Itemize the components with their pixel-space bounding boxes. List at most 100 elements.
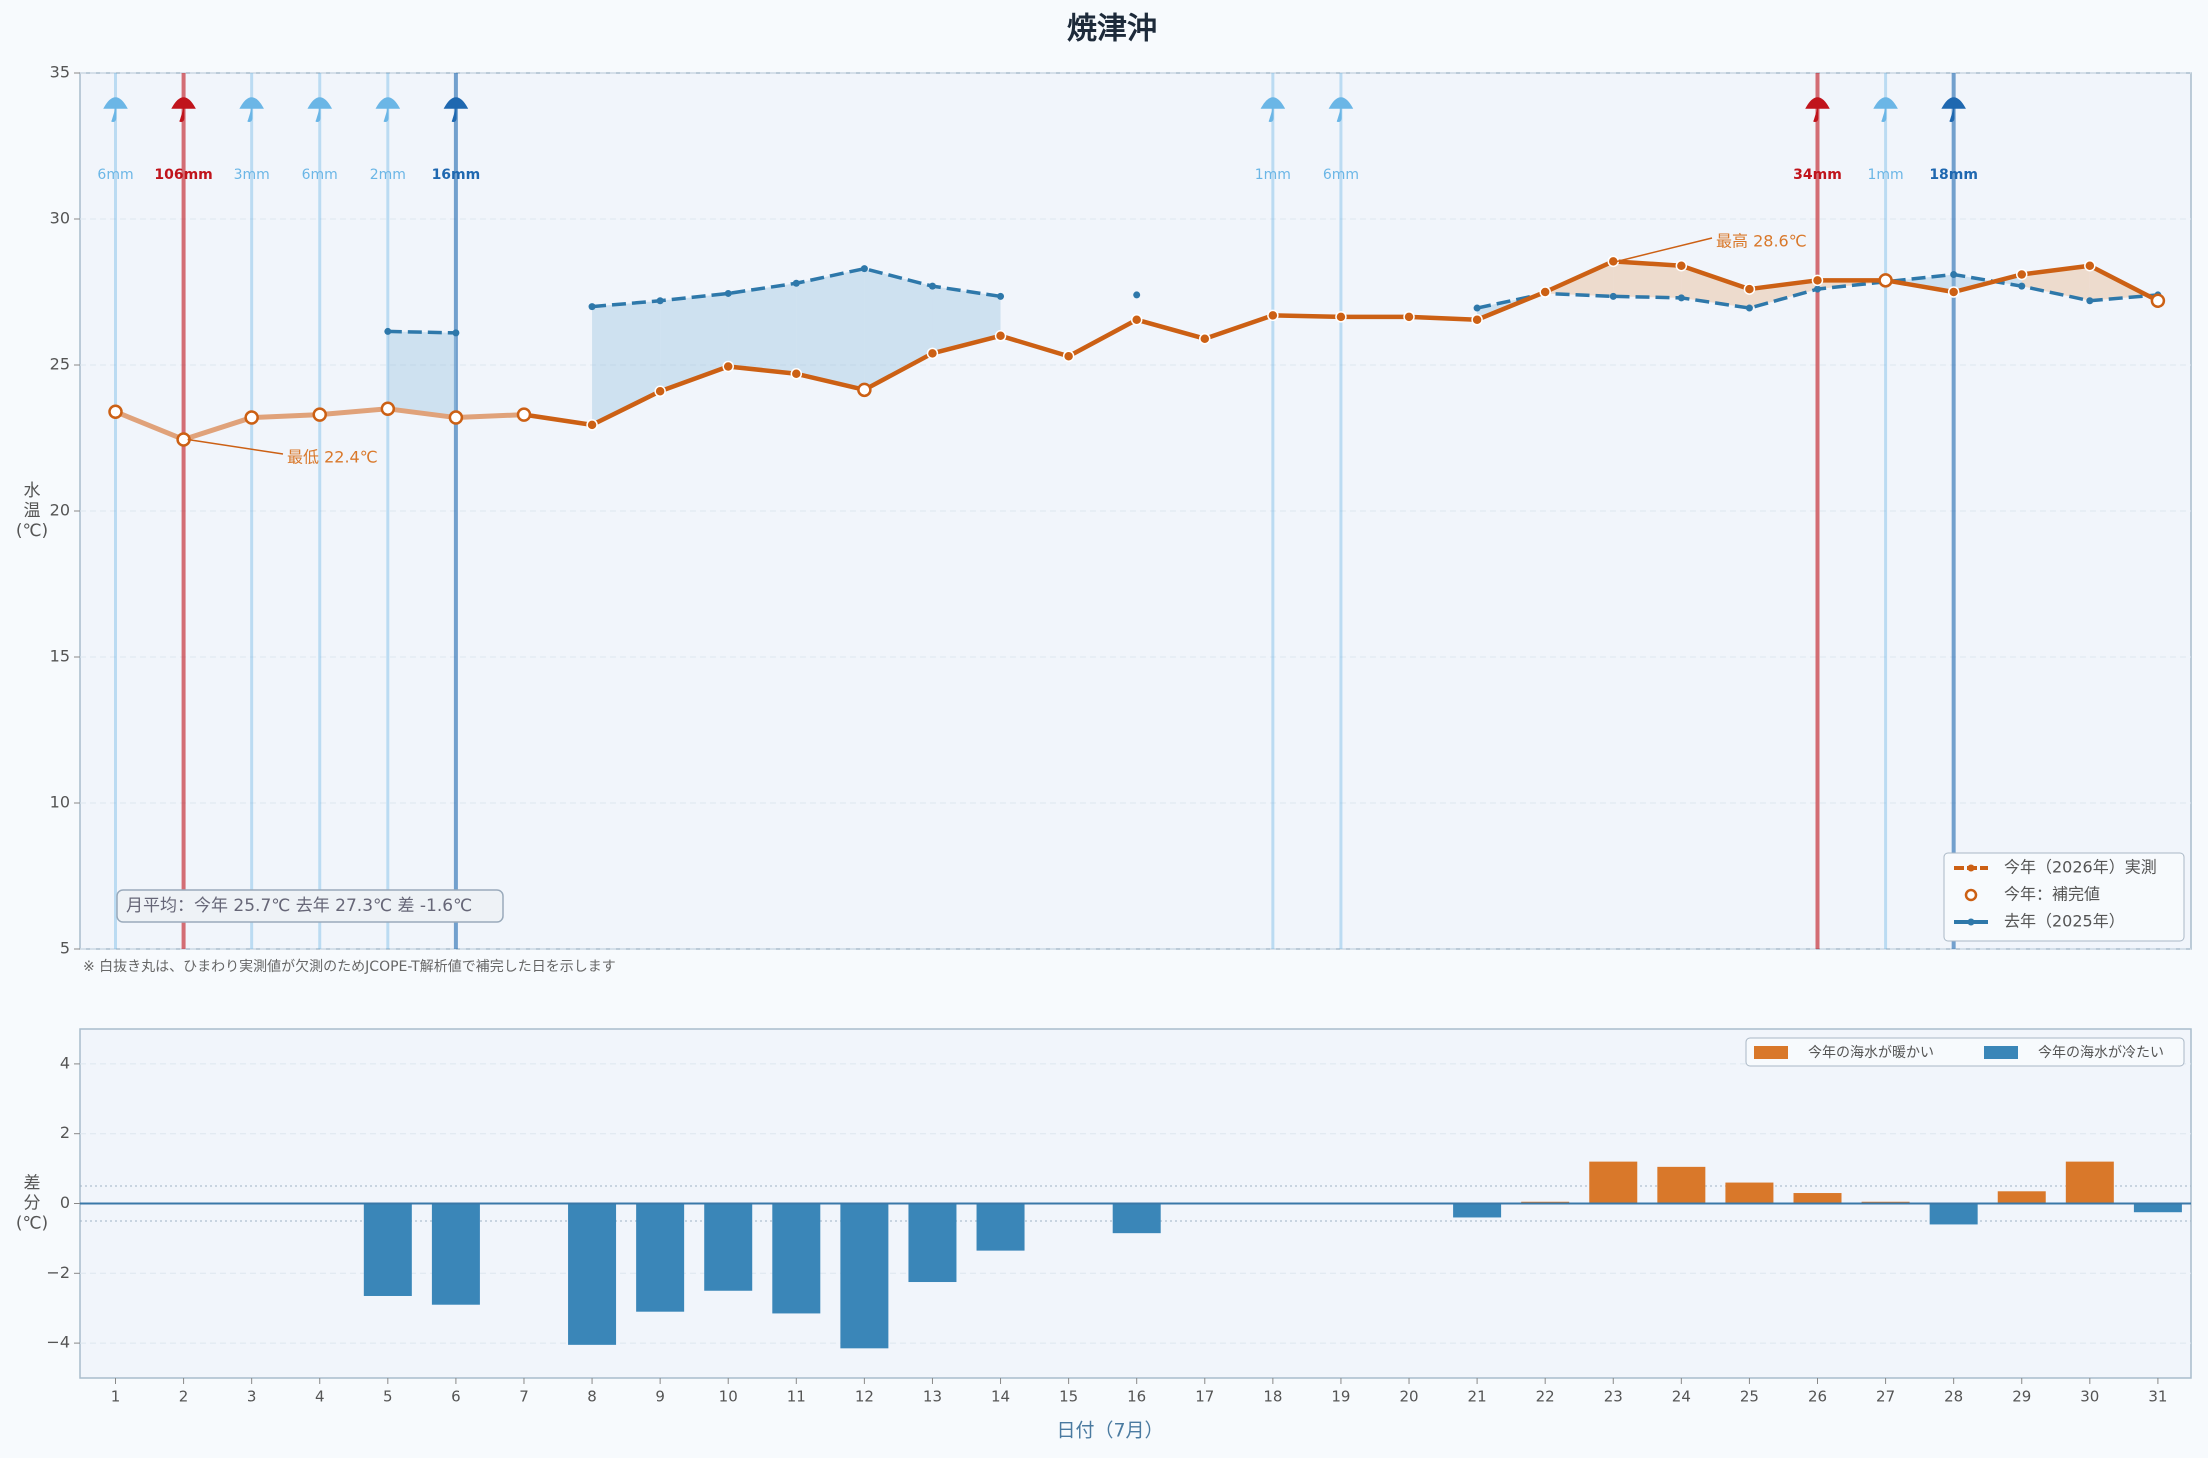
x-tick-label: 1 bbox=[111, 1388, 121, 1406]
x-tick-label: 8 bbox=[587, 1388, 597, 1406]
bar bbox=[1793, 1193, 1842, 1204]
this-year-point bbox=[1539, 286, 1551, 298]
x-tick-label: 16 bbox=[1127, 1388, 1146, 1406]
this-year-line bbox=[1951, 272, 2024, 295]
this-year-point bbox=[926, 347, 939, 360]
x-tick-label: 27 bbox=[1876, 1388, 1895, 1406]
x-tick-label: 20 bbox=[1399, 1388, 1418, 1406]
difference-fill bbox=[1613, 261, 1682, 298]
last-year-point bbox=[1677, 294, 1685, 302]
this-year-line bbox=[181, 415, 255, 442]
x-tick-label: 23 bbox=[1604, 1388, 1623, 1406]
x-tick-label: 31 bbox=[2148, 1388, 2167, 1406]
this-year-line bbox=[2087, 263, 2161, 304]
this-year-line bbox=[998, 333, 1071, 359]
this-year-line bbox=[2019, 263, 2093, 277]
annotation: 最低 22.4℃ bbox=[287, 448, 378, 467]
this-year-point bbox=[1062, 350, 1075, 362]
this-year-point bbox=[994, 330, 1007, 342]
difference-fill bbox=[932, 286, 1001, 354]
imputed-point bbox=[857, 382, 872, 398]
bar bbox=[1997, 1191, 2046, 1204]
x-tick-label: 22 bbox=[1536, 1388, 1555, 1406]
bar bbox=[1453, 1203, 1502, 1218]
difference-fill bbox=[660, 293, 729, 392]
legend-label: 去年（2025年） bbox=[2004, 912, 2125, 931]
imputed-point bbox=[1878, 273, 1893, 288]
umbrella-icon bbox=[375, 97, 401, 122]
y-axis-label: 温 bbox=[24, 501, 41, 521]
y-tick-label: 30 bbox=[50, 209, 70, 228]
legend-label: 今年の海水が冷たい bbox=[2038, 1045, 2164, 1061]
bar bbox=[976, 1203, 1025, 1251]
x-tick-label: 18 bbox=[1263, 1388, 1282, 1406]
legend-label: 今年（2026年）実測 bbox=[2004, 858, 2157, 877]
this-year-point bbox=[2084, 259, 2096, 272]
this-year-line bbox=[1542, 259, 1616, 295]
rain-label: 18mm bbox=[1929, 167, 1978, 183]
bar bbox=[431, 1203, 480, 1305]
this-year-point bbox=[790, 368, 803, 380]
imputed-point bbox=[380, 401, 396, 417]
x-tick-label: 25 bbox=[1740, 1388, 1759, 1406]
this-year-point bbox=[586, 419, 598, 431]
this-year-line bbox=[930, 333, 1003, 356]
x-tick-label: 11 bbox=[787, 1388, 806, 1406]
x-tick-label: 21 bbox=[1468, 1388, 1487, 1406]
y-tick-label: 4 bbox=[60, 1053, 70, 1072]
umbrella-icon bbox=[1873, 97, 1898, 122]
this-year-line bbox=[725, 364, 799, 377]
difference-fill bbox=[592, 300, 661, 425]
imputed-point bbox=[108, 404, 123, 419]
last-year-point bbox=[1950, 270, 1958, 278]
this-year-line bbox=[1270, 313, 1344, 320]
last-year-point bbox=[2086, 297, 2094, 305]
bar bbox=[772, 1203, 821, 1314]
umbrella-icon bbox=[307, 97, 333, 122]
y-tick-label: 35 bbox=[50, 63, 70, 82]
this-year-line bbox=[589, 389, 663, 428]
difference-fill bbox=[796, 268, 865, 390]
y-tick-label: 10 bbox=[50, 793, 70, 812]
last-year-point bbox=[452, 329, 460, 337]
this-year-point bbox=[654, 385, 666, 398]
last-year-point bbox=[997, 292, 1005, 300]
rain-label: 34mm bbox=[1793, 167, 1842, 183]
y-tick-label: 25 bbox=[50, 355, 70, 374]
rain-label: 6mm bbox=[1323, 167, 1359, 183]
rain-label: 16mm bbox=[432, 167, 481, 183]
y-axis-label: 分 bbox=[24, 1194, 41, 1214]
last-year-point bbox=[1473, 304, 1481, 312]
last-year-point bbox=[1133, 291, 1141, 299]
x-tick-label: 5 bbox=[383, 1388, 393, 1406]
this-year-point bbox=[1199, 332, 1211, 345]
rain-label: 1mm bbox=[1255, 167, 1291, 183]
legend-box bbox=[1943, 852, 2185, 942]
legend-label: 今年の海水が暖かい bbox=[1808, 1045, 1934, 1061]
this-year-line bbox=[385, 406, 459, 421]
bar bbox=[568, 1203, 617, 1345]
bar bbox=[1112, 1203, 1161, 1234]
last-year-point bbox=[588, 303, 596, 311]
legend-marker bbox=[1967, 864, 1975, 872]
bar bbox=[1725, 1182, 1774, 1204]
bar bbox=[2133, 1203, 2182, 1213]
note: ※ 白抜き丸は、ひまわり実測値が欠測のためJCOPE-T解析値で補完した日を示し… bbox=[83, 959, 616, 975]
x-tick-label: 10 bbox=[719, 1388, 738, 1406]
this-year-line bbox=[521, 412, 595, 428]
bar bbox=[1589, 1161, 1638, 1204]
y-tick-label: −2 bbox=[46, 1263, 70, 1282]
rain-label: 1mm bbox=[1867, 167, 1903, 183]
legend-label: 今年：補完値 bbox=[2004, 885, 2100, 904]
this-year-line bbox=[249, 412, 323, 421]
y-tick-label: 20 bbox=[50, 501, 70, 520]
umbrella-icon bbox=[1328, 97, 1354, 122]
this-year-line bbox=[1883, 278, 1956, 295]
umbrella-icon bbox=[1805, 97, 1830, 122]
summary-box bbox=[116, 889, 504, 923]
x-tick-label: 4 bbox=[315, 1388, 325, 1406]
x-tick-label: 28 bbox=[1944, 1388, 1963, 1406]
x-tick-label: 14 bbox=[991, 1388, 1010, 1406]
x-tick-label: 12 bbox=[855, 1388, 874, 1406]
y-axis-label: (℃) bbox=[16, 521, 48, 541]
